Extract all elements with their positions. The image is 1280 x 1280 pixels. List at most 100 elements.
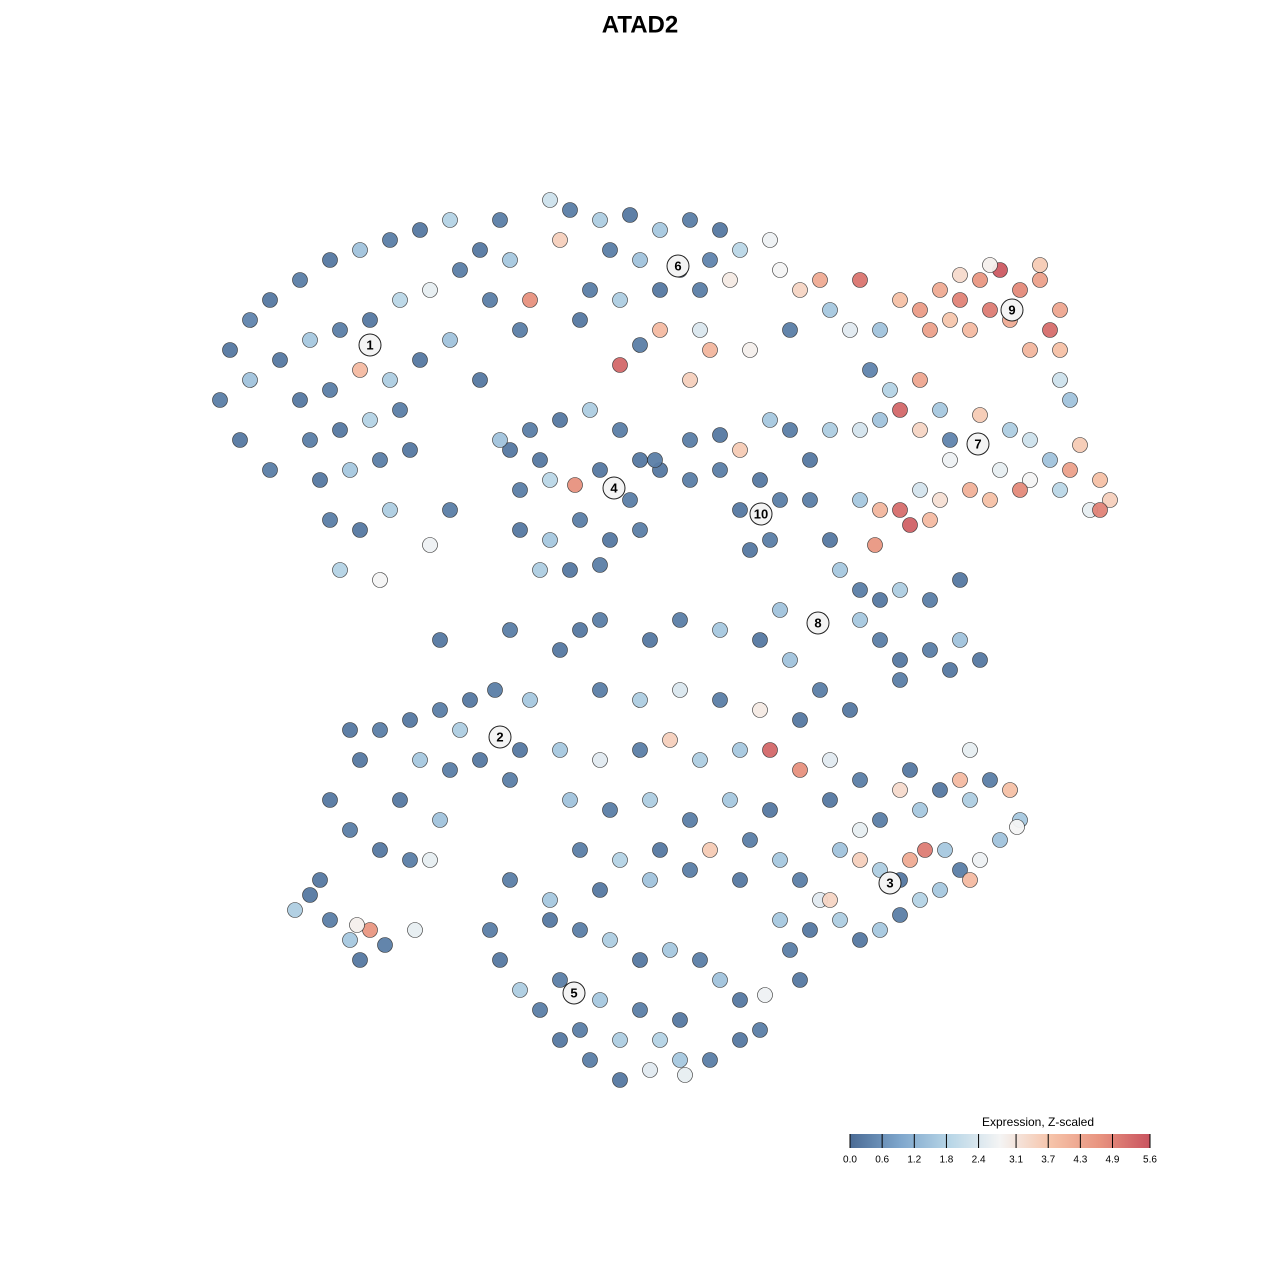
point — [982, 492, 998, 508]
point — [692, 952, 708, 968]
point — [892, 292, 908, 308]
point — [482, 292, 498, 308]
point — [772, 492, 788, 508]
point — [672, 612, 688, 628]
point — [832, 562, 848, 578]
point — [502, 622, 518, 638]
point — [677, 1067, 693, 1083]
point — [962, 482, 978, 498]
point — [552, 742, 568, 758]
point — [792, 712, 808, 728]
cluster-labels: 1 2 3 4 5 6 7 8 9 10 — [358, 254, 1024, 1005]
point — [972, 852, 988, 868]
point — [712, 972, 728, 988]
point — [872, 922, 888, 938]
point — [992, 832, 1008, 848]
point — [562, 202, 578, 218]
point — [762, 532, 778, 548]
point — [312, 872, 328, 888]
point — [752, 702, 768, 718]
point — [962, 792, 978, 808]
point — [1042, 322, 1058, 338]
point — [332, 322, 348, 338]
point — [832, 842, 848, 858]
point — [792, 872, 808, 888]
point — [542, 912, 558, 928]
point — [432, 632, 448, 648]
point — [412, 752, 428, 768]
point — [632, 742, 648, 758]
point — [802, 452, 818, 468]
point — [572, 622, 588, 638]
point — [602, 242, 618, 258]
colorbar-tick-label: 1.2 — [907, 1155, 921, 1166]
point — [352, 522, 368, 538]
point — [432, 812, 448, 828]
cluster-label: 10 — [754, 506, 768, 521]
point — [1042, 452, 1058, 468]
point — [742, 342, 758, 358]
point — [822, 792, 838, 808]
colorbar-tick-label: 5.6 — [1143, 1155, 1157, 1166]
point — [922, 512, 938, 528]
point — [1012, 282, 1028, 298]
cluster-label-badge — [358, 333, 382, 357]
point — [552, 232, 568, 248]
point — [762, 802, 778, 818]
point — [812, 272, 828, 288]
point — [632, 252, 648, 268]
point — [332, 562, 348, 578]
point — [712, 427, 728, 443]
point — [662, 732, 678, 748]
point — [452, 262, 468, 278]
point — [802, 492, 818, 508]
point — [622, 207, 638, 223]
point — [552, 642, 568, 658]
point — [352, 752, 368, 768]
point — [342, 822, 358, 838]
point — [542, 892, 558, 908]
point — [822, 892, 838, 908]
point — [867, 537, 883, 553]
point — [342, 722, 358, 738]
point — [792, 762, 808, 778]
point — [712, 222, 728, 238]
cluster-label-badge — [562, 981, 586, 1005]
point — [932, 882, 948, 898]
point — [982, 772, 998, 788]
colorbar-tick-label: 1.8 — [939, 1155, 953, 1166]
point — [452, 722, 468, 738]
point — [522, 292, 538, 308]
point — [487, 682, 503, 698]
colorbar-gradient — [850, 1134, 1150, 1148]
point — [652, 222, 668, 238]
point — [612, 1032, 628, 1048]
point — [1032, 272, 1048, 288]
colorbar-tick-label: 3.7 — [1041, 1155, 1055, 1166]
point — [502, 772, 518, 788]
point — [502, 442, 518, 458]
point — [552, 412, 568, 428]
point — [852, 612, 868, 628]
point — [722, 792, 738, 808]
point — [982, 257, 998, 273]
point — [702, 252, 718, 268]
point — [852, 822, 868, 838]
point — [732, 242, 748, 258]
point — [582, 402, 598, 418]
point — [937, 842, 953, 858]
point — [502, 872, 518, 888]
point — [732, 442, 748, 458]
point — [742, 832, 758, 848]
point — [892, 672, 908, 688]
point — [822, 532, 838, 548]
point — [1092, 502, 1108, 518]
point — [952, 292, 968, 308]
point — [542, 472, 558, 488]
point — [302, 332, 318, 348]
point — [322, 912, 338, 928]
cluster-label: 3 — [886, 875, 893, 890]
point — [287, 902, 303, 918]
point — [892, 782, 908, 798]
colorbar-tick-label: 4.9 — [1106, 1155, 1120, 1166]
